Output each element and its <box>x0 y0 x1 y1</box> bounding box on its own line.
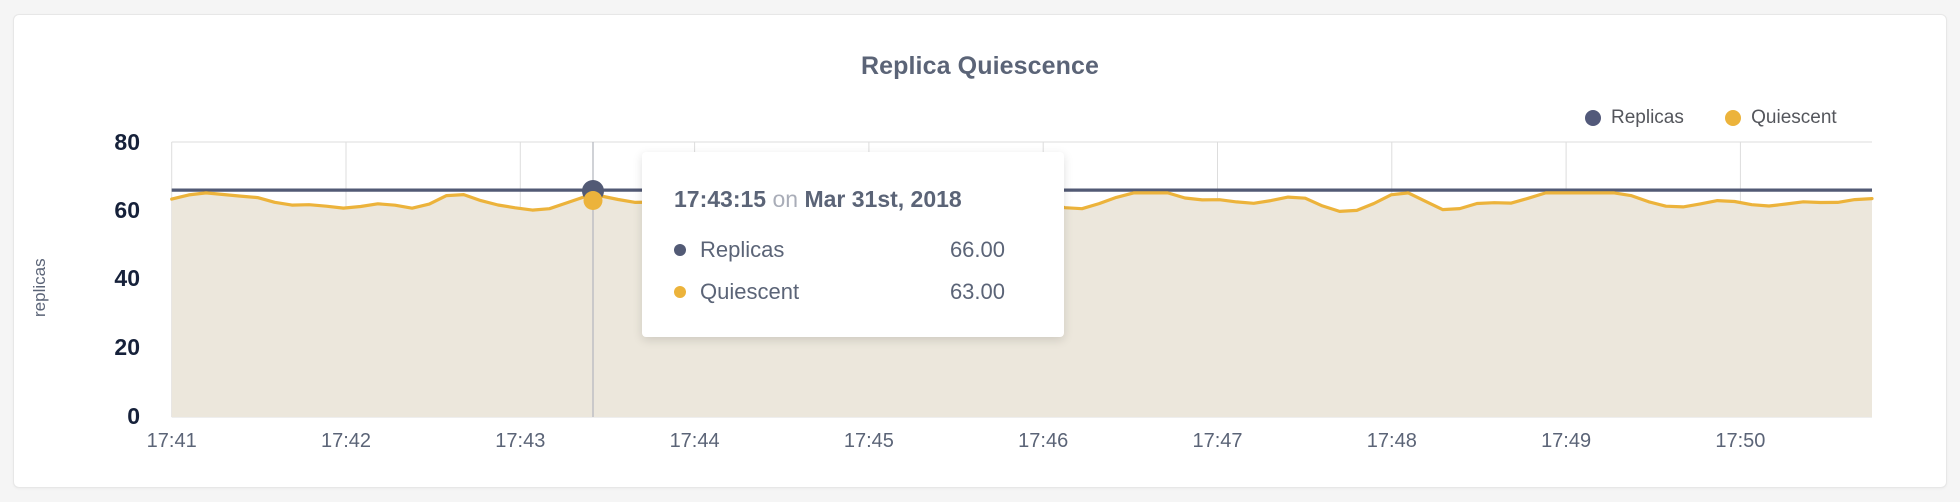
svg-text:17:44: 17:44 <box>670 430 720 452</box>
svg-text:20: 20 <box>114 334 140 360</box>
svg-text:17:41: 17:41 <box>147 430 197 452</box>
svg-text:17:47: 17:47 <box>1192 430 1242 452</box>
svg-text:17:49: 17:49 <box>1541 430 1591 452</box>
svg-text:60: 60 <box>114 197 140 223</box>
svg-text:17:46: 17:46 <box>1018 430 1068 452</box>
svg-text:17:43: 17:43 <box>495 430 545 452</box>
svg-text:0: 0 <box>127 403 140 429</box>
svg-text:17:42: 17:42 <box>321 430 371 452</box>
svg-text:40: 40 <box>114 265 140 291</box>
svg-text:17:48: 17:48 <box>1367 430 1417 452</box>
svg-text:80: 80 <box>114 129 140 155</box>
svg-text:17:45: 17:45 <box>844 430 894 452</box>
svg-text:17:50: 17:50 <box>1715 430 1765 452</box>
